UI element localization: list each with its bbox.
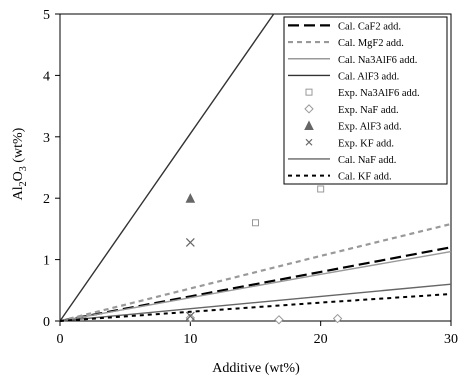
series (185, 237, 195, 321)
series-line (59, 222, 452, 323)
y-tick-label: 4 (43, 69, 50, 84)
legend-label: Cal. CaF2 add. (338, 21, 401, 32)
series-layer (59, 13, 452, 325)
legend-label: Exp. NaF add. (338, 105, 399, 116)
legend-label: Exp. KF add. (338, 138, 394, 149)
legend-label: Exp. Na3AlF6 add. (338, 88, 420, 99)
series-line (59, 283, 452, 322)
data-point (185, 193, 196, 203)
legend-entry: Cal. MgF2 add. (288, 38, 404, 49)
series-line (59, 13, 275, 322)
legend-entry: Cal. KF add. (288, 172, 392, 183)
y-axis-title: Al2O3 (wt%) (11, 127, 29, 200)
legend-label: Cal. Na3AlF6 add. (338, 55, 417, 66)
legend-label: Cal. AlF3 add. (338, 71, 399, 82)
x-tick-label: 0 (57, 332, 64, 347)
data-point (185, 313, 196, 323)
y-tick-label: 0 (43, 315, 50, 330)
data-point (305, 138, 313, 146)
legend-box (283, 16, 448, 185)
legend-entry: Exp. Na3AlF6 add. (305, 88, 420, 99)
series (59, 283, 452, 322)
y-tick-label: 5 (43, 8, 50, 23)
x-tick-label: 30 (444, 332, 458, 347)
data-point (274, 315, 284, 325)
legend-entry: Exp. KF add. (305, 138, 394, 149)
legend-label: Cal. KF add. (338, 172, 392, 183)
legend-entry: Cal. AlF3 add. (288, 71, 399, 82)
legend-entry: Exp. AlF3 add. (304, 120, 402, 133)
data-point (304, 104, 314, 114)
data-point (332, 313, 343, 324)
data-point (305, 88, 313, 96)
plot-area (59, 13, 452, 322)
series-line (59, 250, 452, 322)
x-tick-label: 10 (183, 332, 197, 347)
y-tick-label: 3 (43, 131, 50, 146)
series (59, 13, 275, 322)
series (59, 250, 452, 322)
plot-frame (59, 13, 452, 322)
y-tick-label: 1 (43, 254, 50, 269)
legend-label: Cal. MgF2 add. (338, 38, 404, 49)
legend: Cal. CaF2 add. Cal. MgF2 add. Cal. Na3AlF6… (283, 16, 448, 185)
series (185, 313, 343, 325)
legend-entry: Cal. CaF2 add. (288, 21, 401, 32)
series-line (59, 293, 452, 322)
x-tick-label: 20 (314, 332, 328, 347)
legend-label: Exp. AlF3 add. (338, 122, 402, 133)
y-tick-label: 2 (43, 192, 50, 207)
legend-label: Cal. NaF add. (338, 155, 396, 166)
legend-entry: Exp. NaF add. (304, 104, 399, 116)
axis-ticks: 0 10 20 30 0 1 2 3 4 5 (43, 8, 458, 347)
legend-entry: Cal. Na3AlF6 add. (288, 55, 417, 66)
data-point (252, 219, 259, 227)
data-point (304, 120, 314, 131)
series (59, 293, 452, 322)
series (59, 222, 452, 323)
x-axis-title: Additive (wt%) (212, 361, 300, 376)
data-point (185, 311, 195, 321)
series (252, 185, 325, 227)
series (185, 193, 196, 203)
legend-entry: Cal. NaF add. (288, 155, 396, 166)
data-point (317, 185, 325, 193)
data-point (185, 237, 195, 247)
